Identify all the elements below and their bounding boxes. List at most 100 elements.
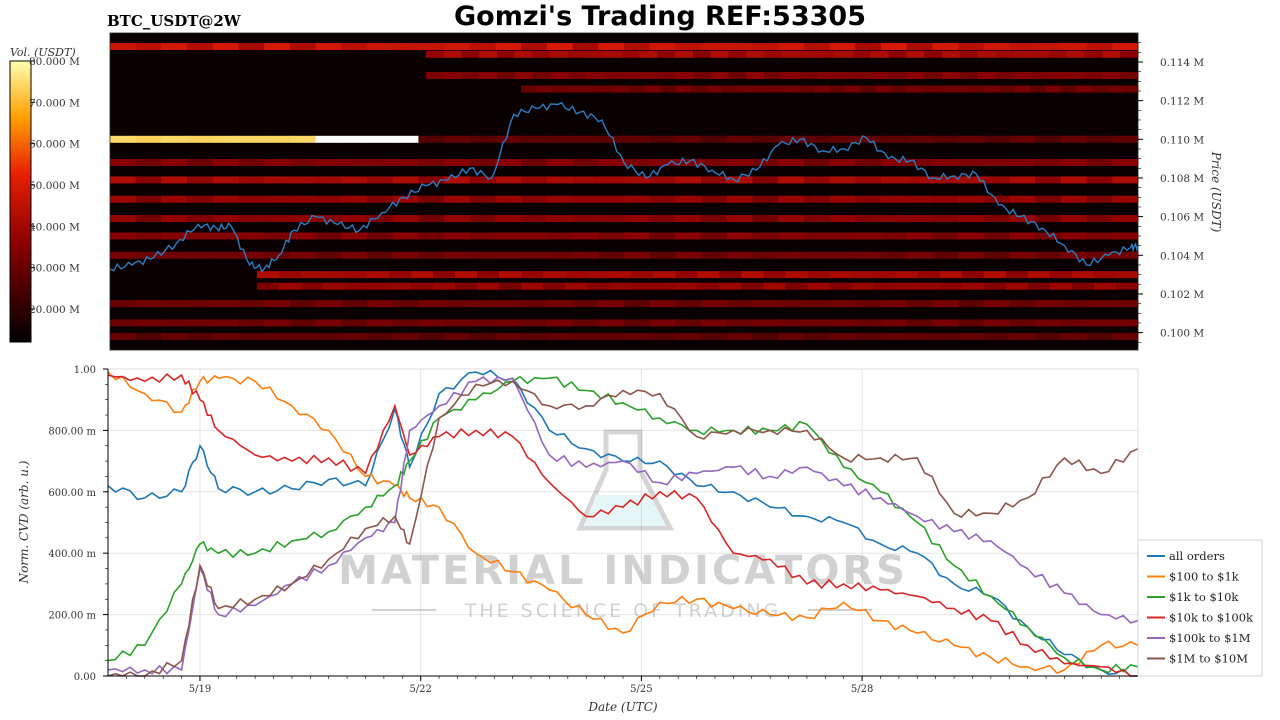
heatmap-cell [1112, 319, 1139, 327]
heatmap-cell [264, 215, 291, 223]
heatmap-cell [264, 135, 291, 143]
heatmap-cell [110, 332, 137, 340]
heatmap-cell [983, 232, 1010, 240]
heatmap-cell [906, 176, 933, 184]
heatmap-cell [187, 135, 214, 143]
heatmap-cell [1115, 282, 1139, 290]
heatmap-cell [289, 232, 317, 240]
heatmap-cell [803, 232, 831, 240]
heatmap-cell [1035, 251, 1062, 259]
heatmap-cell [135, 215, 162, 223]
heatmap-cell [1120, 50, 1139, 58]
heatmap-cell [1060, 251, 1088, 259]
heatmap-cell [238, 43, 265, 51]
heatmap-cell [855, 300, 882, 308]
heatmap-cell [212, 195, 239, 203]
heatmap-cell [653, 271, 676, 279]
legend-label: all orders [1169, 549, 1225, 563]
heatmap-cell [598, 319, 625, 327]
heatmap-cell [995, 72, 1014, 80]
heatmap-cell [855, 215, 882, 223]
date-tick-label: 5/25 [630, 684, 652, 695]
heatmap-cell [565, 282, 588, 290]
heatmap-cell [778, 332, 805, 340]
heatmap-cell [803, 43, 831, 51]
heatmap-cell [983, 282, 1007, 290]
heatmap-cell [959, 72, 979, 80]
heatmap-cell [238, 319, 265, 327]
heatmap-cell [726, 195, 753, 203]
heatmap-cell [675, 232, 702, 240]
heatmap-cell [187, 159, 214, 167]
heatmap-cell [752, 195, 779, 203]
heatmap-cell [855, 251, 882, 259]
heatmap-cell [1035, 159, 1062, 167]
watermark-brand: MATERIAL INDICATORS [338, 548, 908, 594]
heatmap-cell [999, 85, 1016, 93]
heatmap-cell [881, 232, 908, 240]
heatmap-cell [1112, 159, 1139, 167]
heatmap-cell [752, 85, 769, 93]
heatmap-cell [289, 135, 317, 143]
heatmap-cell [1005, 282, 1029, 290]
heatmap-cell [521, 232, 548, 240]
heatmap-cell [521, 251, 548, 259]
heatmap-cell [701, 159, 728, 167]
heatmap-cell [110, 159, 137, 167]
heatmap-cell [649, 332, 676, 340]
heatmap-cell [110, 176, 137, 184]
heatmap-cell [418, 215, 445, 223]
heatmap-cell [778, 43, 805, 51]
heatmap-cell [546, 319, 574, 327]
heatmap-cell [546, 43, 574, 51]
heatmap-cell [855, 232, 882, 240]
heatmap-cell [264, 300, 291, 308]
heatmap-cell [1035, 319, 1062, 327]
heatmap-cell [701, 195, 728, 203]
heatmap-cell [212, 135, 239, 143]
heatmap-cell [444, 215, 471, 223]
heatmap-cell [870, 72, 890, 80]
heatmap-cell [968, 85, 985, 93]
heatmap-cell [495, 135, 522, 143]
colorbar-ticks: 20.000 M 30.000 M 40.000 M 50.000 M 60.000 M… [29, 56, 80, 316]
heatmap-cell [959, 50, 979, 58]
cvd-line-usd10k_100k [107, 373, 1138, 677]
heatmap-cell [649, 251, 676, 259]
heatmap-cell [1060, 176, 1088, 184]
heatmap-cell [624, 43, 651, 51]
heatmap-cell [958, 159, 985, 167]
heatmap-cell [692, 50, 712, 58]
heatmap-cell [135, 300, 162, 308]
heatmap-cell [598, 332, 625, 340]
heatmap-cell [212, 176, 239, 184]
heatmap-cell [1066, 50, 1086, 58]
cvd-y-ticks: 0.00 200.00 m 400.00 m 600.00 m 800.00 m 1.00 [48, 365, 108, 683]
heatmap-cell [1060, 135, 1088, 143]
heatmap-cell [1049, 271, 1073, 279]
heatmap-cell [631, 282, 654, 290]
heatmap-cell [187, 232, 214, 240]
heatmap-cell [764, 50, 783, 58]
heatmap-cell [289, 332, 317, 340]
date-axis-label: Date (UTC) [587, 700, 657, 714]
heatmap-cell [803, 195, 831, 203]
heatmap-cell [778, 159, 805, 167]
heatmap-cell [161, 176, 188, 184]
price-tick-label: 0.104 M [1160, 250, 1204, 262]
heatmap-cell [803, 159, 831, 167]
heatmap-cell [572, 300, 599, 308]
heatmap-cell [392, 319, 419, 327]
heatmap-cell [701, 215, 728, 223]
heatmap-cell [888, 50, 908, 58]
heatmap-cell [932, 43, 959, 51]
heatmap-cell [1112, 43, 1139, 51]
heatmap-cell [977, 50, 997, 58]
heatmap-cell [598, 215, 625, 223]
heatmap-cell [469, 300, 496, 308]
heatmap-cell [851, 282, 875, 290]
heatmap-cell [942, 50, 961, 58]
heatmap-cell [752, 159, 779, 167]
heatmap-cell [238, 332, 265, 340]
heatmap-cell [778, 232, 805, 240]
